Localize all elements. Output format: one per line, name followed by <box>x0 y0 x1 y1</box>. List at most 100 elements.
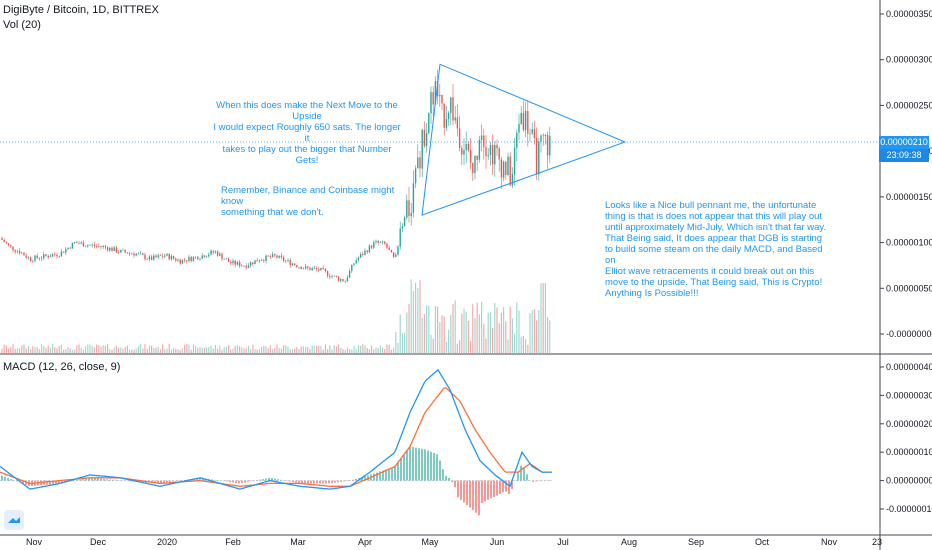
note-line: I would expect Roughly 650 sats. The lon… <box>213 122 401 144</box>
time-axis-label: May <box>421 537 439 547</box>
macd-histogram-bar <box>538 480 540 482</box>
macd-histogram-bar <box>262 479 264 481</box>
volume-bar <box>492 327 494 353</box>
candle-body <box>146 259 148 260</box>
volume-bar <box>113 347 115 353</box>
volume-bar <box>188 344 190 353</box>
volume-bar <box>41 344 43 353</box>
candle-body <box>1 238 3 240</box>
candle-body <box>318 269 320 271</box>
note-line: Elliot wave retracements it could break … <box>605 266 815 277</box>
volume-bar <box>478 314 480 353</box>
macd-histogram-bar <box>55 480 57 484</box>
volume-bar <box>408 303 410 353</box>
candle-body <box>190 256 192 261</box>
candle-body <box>150 256 153 260</box>
candle-body <box>188 256 190 262</box>
volume-indicator-label[interactable]: Vol (20) <box>3 19 41 31</box>
macd-histogram-bar <box>277 479 279 481</box>
volume-bar <box>208 346 210 353</box>
note-line: to build some steam on the daily MACD, a… <box>605 244 823 266</box>
annotation-target-note[interactable]: When this does make the Next Move to the… <box>212 100 402 166</box>
candle-body <box>513 147 516 175</box>
price-axis-label: 0.00000300 <box>886 55 932 65</box>
macd-histogram-bar <box>340 480 342 482</box>
volume-bar <box>241 347 243 353</box>
macd-histogram-bar <box>439 460 441 481</box>
symbol-title[interactable]: DigiByte / Bitcoin, 1D, BITTREX <box>3 4 159 16</box>
note-line: Remember, Binance and Coinbase might kno… <box>221 185 395 207</box>
volume-bar <box>305 346 307 353</box>
candle-body <box>271 254 274 258</box>
candle-body <box>131 253 133 254</box>
volume-bar <box>276 344 278 353</box>
volume-bar <box>16 348 18 353</box>
candle-body <box>302 268 305 270</box>
volume-bar <box>120 347 122 353</box>
macd-histogram-bar <box>505 480 507 492</box>
macd-histogram-bar <box>265 478 267 481</box>
macd-histogram-bar <box>226 480 228 482</box>
volume-bar <box>12 344 14 353</box>
candle-body <box>527 111 529 134</box>
volume-bar <box>122 349 124 353</box>
candle-body <box>45 254 47 256</box>
volume-bar <box>254 348 256 353</box>
candle-body <box>436 80 439 97</box>
volume-bar <box>89 344 91 353</box>
volume-bar <box>520 336 522 353</box>
macd-histogram-bar <box>100 478 102 481</box>
candle-body <box>232 260 234 264</box>
volume-bar <box>529 313 531 353</box>
volume-bar <box>91 345 93 353</box>
macd-histogram-bar <box>298 480 300 484</box>
volume-bar <box>503 307 505 353</box>
candle-body <box>430 92 432 114</box>
macd-histogram-bar <box>202 478 204 481</box>
volume-bar <box>448 329 450 353</box>
volume-bar <box>474 318 476 353</box>
tradingview-logo-icon[interactable] <box>4 510 24 530</box>
annotation-pennant-note[interactable]: Looks like a Nice bull pennant me, the u… <box>605 200 827 299</box>
candle-body <box>14 250 16 252</box>
volume-bar <box>212 348 214 353</box>
note-line: something that we don't. <box>221 207 324 218</box>
macd-histogram-bar <box>550 480 552 482</box>
candle-body <box>500 159 503 178</box>
macd-histogram-bar <box>97 478 99 481</box>
macd-histogram-bar <box>352 479 354 481</box>
volume-bar <box>137 346 139 353</box>
volume-bar <box>379 345 381 353</box>
volume-bar <box>256 349 258 353</box>
volume-bar <box>43 346 45 353</box>
macd-histogram-bar <box>61 480 63 484</box>
candle-body <box>289 259 291 266</box>
volume-bar <box>236 345 238 353</box>
annotation-exchange-note[interactable]: Remember, Binance and Coinbase might kno… <box>221 185 411 218</box>
volume-bar <box>8 348 10 353</box>
volume-bar <box>201 347 203 353</box>
candle-body <box>535 137 538 175</box>
candle-body <box>540 135 542 142</box>
volume-bar <box>547 317 549 353</box>
volume-bar <box>199 346 201 353</box>
volume-bar <box>102 345 104 353</box>
candle-body <box>476 155 478 160</box>
volume-bar <box>269 345 271 353</box>
candle-body <box>177 259 179 261</box>
macd-histogram-bar <box>4 476 6 481</box>
candle-body <box>219 253 221 256</box>
volume-bar <box>195 345 197 353</box>
volume-bar <box>329 345 331 353</box>
macd-histogram-bar <box>118 480 120 482</box>
candle-body <box>78 243 80 244</box>
macd-histogram-bar <box>517 472 519 481</box>
volume-bar <box>5 345 7 353</box>
candle-body <box>82 242 85 247</box>
candle-body <box>373 242 375 248</box>
volume-bar <box>87 344 89 353</box>
macd-histogram-bar <box>496 480 498 496</box>
candle-body <box>168 253 170 260</box>
macd-indicator-label[interactable]: MACD (12, 26, close, 9) <box>3 361 121 373</box>
